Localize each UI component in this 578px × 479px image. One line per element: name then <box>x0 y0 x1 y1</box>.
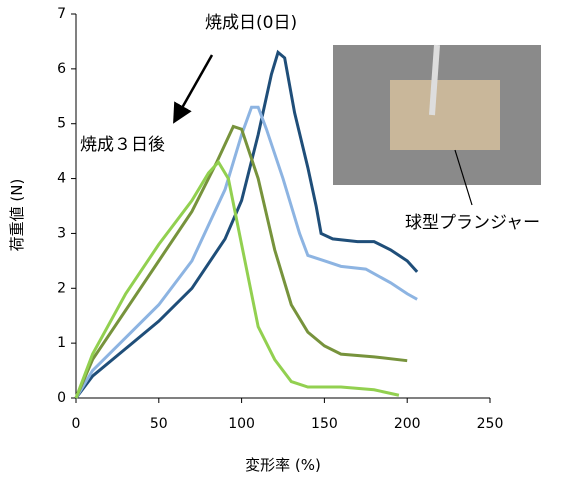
y-tick-label: 2 <box>57 280 66 296</box>
y-tick-label: 1 <box>57 335 66 351</box>
y-tick-label: 5 <box>57 116 66 132</box>
annotation: 焼成３日後 <box>80 135 165 155</box>
series-line <box>76 162 399 398</box>
x-tick-label: 0 <box>72 416 81 432</box>
annotation: 球型プランジャー <box>405 213 540 233</box>
x-tick-label: 200 <box>394 416 421 432</box>
y-tick-label: 3 <box>57 225 66 241</box>
arrow <box>178 55 212 115</box>
y-tick-label: 6 <box>57 61 66 77</box>
x-tick-label: 100 <box>228 416 255 432</box>
photo-bread <box>390 80 500 150</box>
y-tick-label: 0 <box>57 390 66 406</box>
x-tick-label: 150 <box>311 416 338 432</box>
y-tick-label: 4 <box>57 171 66 187</box>
annotation: 焼成日(0日) <box>205 13 297 33</box>
x-tick-label: 250 <box>477 416 504 432</box>
x-axis-label: 変形率 (%) <box>245 456 321 474</box>
x-tick-label: 50 <box>150 416 168 432</box>
y-tick-label: 7 <box>57 6 66 22</box>
chart: 焼成日(0日) 焼成３日後 球型プランジャー 変形率 (%) 荷重値 (N) 0… <box>0 0 578 479</box>
y-axis-label: 荷重値 (N) <box>8 179 26 252</box>
